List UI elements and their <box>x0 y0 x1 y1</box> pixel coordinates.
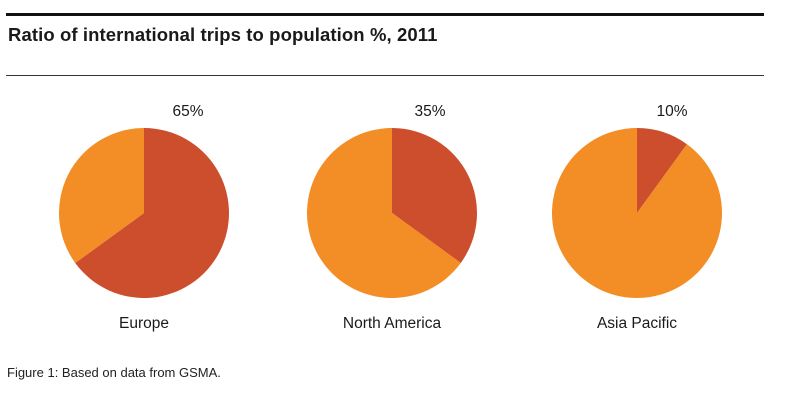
pie-slice-asia-pacific-0 <box>637 128 687 213</box>
pie-slice-europe-0 <box>75 128 229 298</box>
category-label-europe: Europe <box>119 315 169 332</box>
pie-slice-europe-1 <box>58 127 145 263</box>
pie-slice-north-america-1 <box>307 128 461 298</box>
top-rule <box>6 13 764 16</box>
value-label-asia-pacific: 10% <box>656 103 687 120</box>
category-label-asia-pacific: Asia Pacific <box>597 315 677 332</box>
figure-caption: Figure 1: Based on data from GSMA. <box>7 365 221 380</box>
value-label-europe: 65% <box>172 103 203 120</box>
category-label-north-america: North America <box>343 315 442 332</box>
pie-slice-north-america-0 <box>392 128 478 263</box>
value-label-north-america: 35% <box>414 103 445 120</box>
pie-chart-asia-pacific: 10% Asia Pacific <box>552 103 723 332</box>
pie-chart-north-america: 35% North America <box>307 103 478 332</box>
pie-slice-asia-pacific-1 <box>552 128 723 298</box>
chart-title: Ratio of international trips to populati… <box>8 24 438 45</box>
title-divider <box>6 75 764 76</box>
pie-chart-europe: 65% Europe <box>58 103 229 332</box>
